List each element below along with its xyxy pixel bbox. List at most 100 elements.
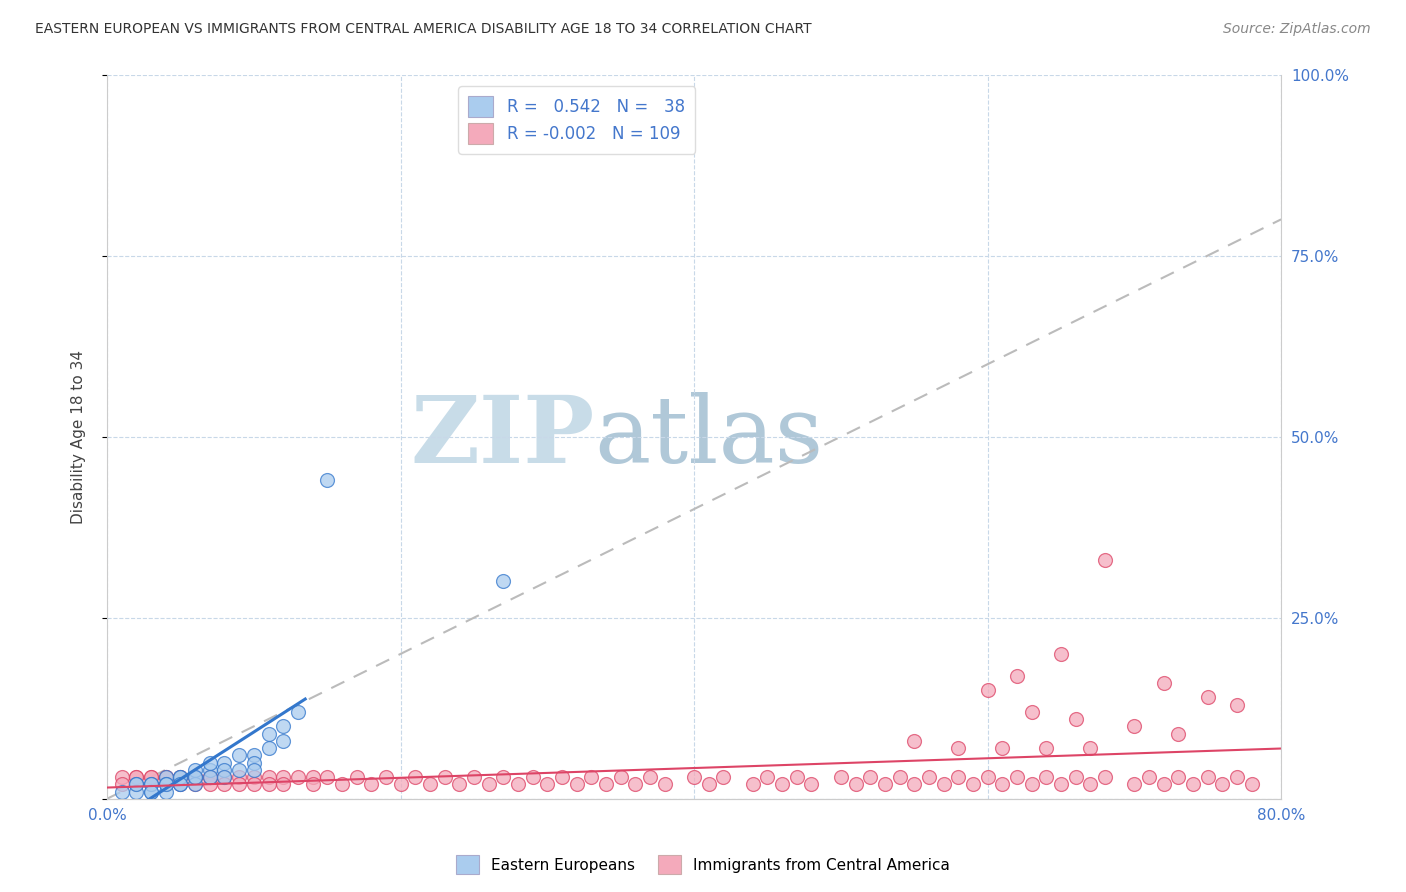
Point: [139, 784, 162, 798]
Point: [139, 777, 162, 791]
Point: [169, 777, 191, 791]
Point: [1050, 777, 1073, 791]
Point: [419, 777, 441, 791]
Point: [948, 770, 970, 784]
Point: [492, 770, 515, 784]
Point: [697, 777, 720, 791]
Point: [257, 741, 280, 756]
Point: [287, 705, 309, 719]
Text: atlas: atlas: [595, 392, 824, 482]
Point: [581, 770, 603, 784]
Point: [551, 770, 574, 784]
Point: [638, 770, 661, 784]
Point: [948, 741, 970, 756]
Legend: R =   0.542   N =   38, R = -0.002   N = 109: R = 0.542 N = 38, R = -0.002 N = 109: [458, 87, 695, 153]
Point: [111, 784, 134, 798]
Point: [1226, 698, 1249, 712]
Point: [155, 770, 177, 784]
Point: [139, 777, 162, 791]
Point: [198, 756, 221, 770]
Point: [184, 770, 207, 784]
Point: [536, 777, 558, 791]
Point: [713, 770, 735, 784]
Point: [214, 777, 236, 791]
Point: [169, 777, 191, 791]
Point: [243, 770, 266, 784]
Point: [184, 777, 207, 791]
Point: [1211, 777, 1233, 791]
Text: ZIP: ZIP: [411, 392, 595, 482]
Point: [1005, 668, 1028, 682]
Point: [169, 770, 191, 784]
Point: [962, 777, 984, 791]
Point: [918, 770, 941, 784]
Point: [404, 770, 426, 784]
Point: [1050, 647, 1073, 661]
Point: [125, 770, 148, 784]
Point: [198, 770, 221, 784]
Text: EASTERN EUROPEAN VS IMMIGRANTS FROM CENTRAL AMERICA DISABILITY AGE 18 TO 34 CORR: EASTERN EUROPEAN VS IMMIGRANTS FROM CENT…: [35, 22, 811, 37]
Point: [243, 748, 266, 763]
Point: [198, 777, 221, 791]
Point: [1137, 770, 1160, 784]
Point: [184, 770, 207, 784]
Point: [155, 770, 177, 784]
Point: [1153, 676, 1175, 690]
Point: [169, 770, 191, 784]
Point: [1094, 770, 1116, 784]
Point: [624, 777, 647, 791]
Point: [243, 763, 266, 777]
Point: [198, 770, 221, 784]
Point: [976, 683, 998, 698]
Point: [228, 777, 250, 791]
Point: [873, 777, 896, 791]
Point: [271, 719, 294, 733]
Point: [243, 756, 266, 770]
Point: [330, 777, 353, 791]
Point: [271, 777, 294, 791]
Point: [301, 777, 323, 791]
Point: [184, 763, 207, 777]
Point: [257, 770, 280, 784]
Point: [155, 777, 177, 791]
Point: [595, 777, 617, 791]
Point: [463, 770, 485, 784]
Point: [155, 770, 177, 784]
Point: [1197, 770, 1219, 784]
Legend: Eastern Europeans, Immigrants from Central America: Eastern Europeans, Immigrants from Centr…: [450, 849, 956, 880]
Point: [228, 770, 250, 784]
Point: [139, 770, 162, 784]
Point: [125, 784, 148, 798]
Y-axis label: Disability Age 18 to 34: Disability Age 18 to 34: [72, 350, 86, 524]
Point: [155, 777, 177, 791]
Point: [111, 770, 134, 784]
Point: [214, 763, 236, 777]
Point: [228, 748, 250, 763]
Text: Source: ZipAtlas.com: Source: ZipAtlas.com: [1223, 22, 1371, 37]
Point: [125, 777, 148, 791]
Point: [1078, 777, 1101, 791]
Point: [228, 763, 250, 777]
Point: [125, 777, 148, 791]
Point: [1123, 777, 1146, 791]
Point: [316, 473, 339, 487]
Point: [654, 777, 676, 791]
Point: [1064, 770, 1087, 784]
Point: [257, 777, 280, 791]
Point: [800, 777, 823, 791]
Point: [139, 770, 162, 784]
Point: [1021, 777, 1043, 791]
Point: [1240, 777, 1263, 791]
Point: [859, 770, 882, 784]
Point: [506, 777, 529, 791]
Point: [111, 777, 134, 791]
Point: [139, 784, 162, 798]
Point: [903, 734, 925, 748]
Point: [478, 777, 501, 791]
Point: [433, 770, 456, 784]
Point: [522, 770, 544, 784]
Point: [932, 777, 955, 791]
Point: [1167, 770, 1189, 784]
Point: [1182, 777, 1205, 791]
Point: [1005, 770, 1028, 784]
